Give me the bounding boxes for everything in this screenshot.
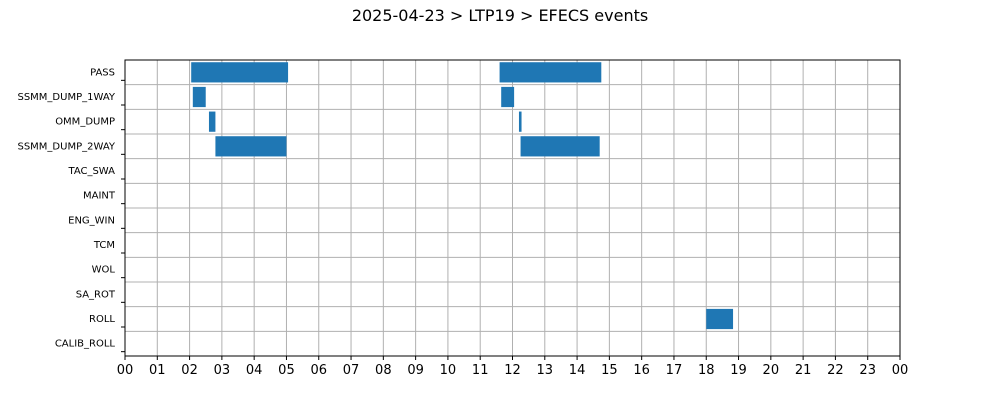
event-bar	[501, 86, 515, 108]
y-tick-label: ENG_WIN	[68, 215, 115, 226]
event-bar	[215, 136, 287, 157]
x-tick-label: 15	[601, 363, 618, 378]
x-tick-label: 08	[375, 363, 392, 378]
x-tick-label: 02	[181, 363, 198, 378]
event-bar	[520, 136, 600, 157]
bars-layer	[191, 62, 734, 330]
event-bar	[191, 62, 289, 83]
event-bar	[518, 111, 522, 132]
x-tick-label: 07	[343, 363, 360, 378]
event-bar	[499, 62, 602, 83]
x-tick-label: 18	[698, 363, 715, 378]
chart-title: 2025-04-23 > LTP19 > EFECS events	[351, 6, 649, 25]
x-tick-label: 09	[407, 363, 424, 378]
x-tick-label: 23	[859, 363, 876, 378]
x-tick-label: 17	[666, 363, 683, 378]
x-tick-label: 22	[827, 363, 844, 378]
x-tick-label: 21	[795, 363, 812, 378]
y-tick-label: SSMM_DUMP_2WAY	[17, 141, 115, 152]
y-tick-label: MAINT	[83, 191, 116, 202]
y-tick-label: TCM	[93, 240, 115, 251]
event-bar	[706, 308, 734, 330]
x-tick-label: 11	[472, 363, 489, 378]
x-tick-label: 06	[310, 363, 327, 378]
grid-layer	[124, 60, 901, 356]
y-tick-label: TAC_SWA	[67, 166, 115, 177]
x-tick-label: 04	[246, 363, 263, 378]
x-tick-label: 13	[537, 363, 554, 378]
event-bar	[192, 86, 206, 108]
x-tick-label: 01	[149, 363, 166, 378]
x-tick-label: 00	[892, 363, 909, 378]
x-tick-label: 14	[569, 363, 586, 378]
x-tick-label: 12	[504, 363, 521, 378]
x-tick-label: 10	[440, 363, 457, 378]
x-tick-label: 00	[117, 363, 134, 378]
y-tick-label: ROLL	[89, 314, 115, 325]
x-tick-label: 20	[763, 363, 780, 378]
event-bar	[208, 111, 216, 132]
x-tick-label: 03	[214, 363, 231, 378]
x-tick-label: 05	[278, 363, 295, 378]
y-tick-label: SA_ROT	[76, 289, 116, 300]
y-tick-label: SSMM_DUMP_1WAY	[17, 92, 115, 103]
x-tick-label: 19	[730, 363, 747, 378]
x-axis: 00 01 02 03 04 05 06 07 08 09 10 11 12 13 14 15 16 17 18 19…	[117, 356, 909, 378]
y-tick-label: WOL	[92, 265, 116, 276]
y-tick-label: OMM_DUMP	[55, 117, 115, 128]
y-tick-label: PASS	[90, 67, 115, 78]
x-tick-label: 16	[633, 363, 650, 378]
y-tick-label: CALIB_ROLL	[55, 339, 116, 350]
y-axis: PASS SSMM_DUMP_1WAY OMM_DUMP SSMM_DUMP_2WAY…	[17, 67, 125, 353]
